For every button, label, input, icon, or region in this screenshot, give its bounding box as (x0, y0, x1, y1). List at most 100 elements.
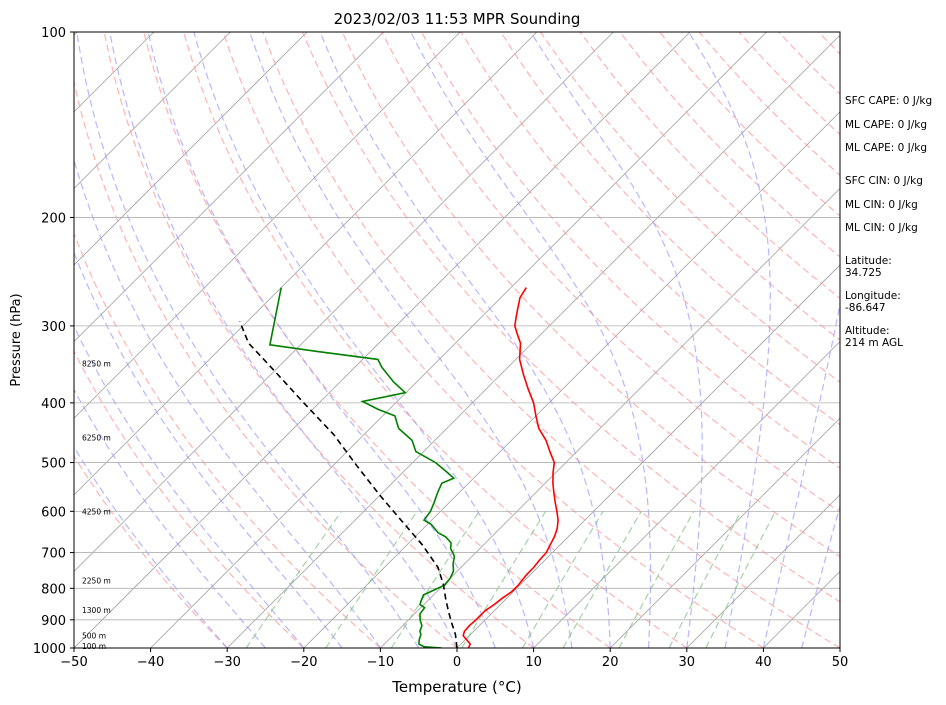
dry-adiabat-line (222, 32, 764, 648)
y-tick-label: 800 (41, 582, 66, 597)
stat-annotation: Longitude: -86.647 (845, 290, 901, 314)
pressure-gridlines (74, 31, 840, 649)
y-tick-label: 300 (41, 320, 66, 335)
height-label: 100 m (82, 642, 106, 651)
isotherm-line (303, 111, 840, 648)
stat-annotation: Altitude: 214 m AGL (845, 325, 903, 349)
sounding-series (238, 287, 559, 648)
stat-annotation: ML CIN: 0 J/kg (845, 199, 918, 211)
dry-adiabat-line (74, 350, 305, 648)
isotherm-line (74, 32, 231, 189)
height-label: 8250 m (82, 359, 111, 368)
stat-annotation: ML CAPE: 0 J/kg (845, 142, 928, 154)
stat-annotation: SFC CAPE: 0 J/kg (845, 95, 933, 107)
height-label: 500 m (82, 632, 106, 641)
x-tick-label: 40 (755, 655, 772, 670)
moist-adiabat-line (801, 504, 840, 648)
isotherm-line (74, 32, 614, 572)
height-label: 1300 m (82, 606, 111, 615)
moist-adiabat-line (74, 251, 343, 648)
dewpoint-trace (268, 287, 456, 648)
isotherm-line (74, 32, 691, 648)
isotherm-line (686, 494, 840, 648)
dry-adiabat-line (74, 455, 228, 648)
y-tick-label: 200 (41, 211, 66, 226)
stat-annotation: ML CAPE: 0 J/kg (845, 119, 928, 131)
isotherm-line (533, 341, 840, 648)
dry-adiabat-line (460, 32, 840, 426)
x-tick-label: 20 (602, 655, 619, 670)
isotherm-line (74, 32, 308, 266)
x-tick-label: −50 (60, 655, 87, 670)
y-tick-label: 900 (41, 614, 66, 629)
x-tick-label: −10 (367, 655, 394, 670)
isotherm-line (74, 32, 384, 343)
y-tick-label: 400 (41, 397, 66, 412)
dry-adiabat-line (540, 32, 840, 341)
x-tick-label: −20 (290, 655, 317, 670)
y-axis-ticks: 100 200 300 400 500 600 700 800 900 1000 (33, 26, 74, 657)
dry-adiabat-line (143, 32, 611, 648)
height-label: 4250 m (82, 507, 111, 516)
mixing-ratio-line (705, 511, 777, 648)
height-label: 2250 m (82, 576, 111, 585)
dry-adiabat-line (579, 32, 840, 300)
isotherm-line (74, 32, 538, 496)
y-tick-label: 500 (41, 457, 66, 472)
mixing-ratio-line (325, 510, 418, 648)
isotherm-line (226, 34, 840, 648)
x-tick-label: −40 (137, 655, 164, 670)
moist-adiabat-line (762, 300, 840, 648)
x-tick-label: 50 (832, 655, 849, 670)
mixing-ratio-line (390, 510, 480, 648)
temperature-trace (462, 287, 559, 648)
moist-adiabat-line (76, 32, 420, 648)
y-tick-label: 1000 (33, 642, 66, 657)
dry-adiabat-line (937, 32, 946, 648)
dry-adiabat-line (381, 32, 840, 513)
moist-adiabat-line (74, 324, 305, 648)
stat-annotation: Latitude: 34.725 (845, 255, 892, 279)
x-tick-label: 30 (679, 655, 696, 670)
moist-adiabat-line (530, 32, 703, 648)
moist-adiabat-line (74, 445, 228, 648)
x-axis-ticks: −50 −40 −30 −20 −10 0 10 20 30 40 50 (60, 648, 848, 670)
dry-adiabat-line (262, 32, 840, 648)
background-lines (0, 32, 946, 648)
isotherm-line (456, 264, 840, 648)
stat-annotation: ML CIN: 0 J/kg (845, 222, 918, 234)
height-label: 6250 m (82, 433, 111, 442)
isotherm-line (380, 187, 840, 648)
y-tick-label: 100 (41, 26, 66, 41)
y-tick-label: 600 (41, 505, 66, 520)
moist-adiabat-line (249, 32, 573, 648)
isotherm-line (74, 32, 461, 419)
parcel-trace (238, 321, 458, 648)
dry-adiabat-line (74, 231, 381, 648)
mixing-ratio-line (245, 510, 342, 648)
y-tick-label: 700 (41, 547, 66, 562)
dry-adiabat-line (301, 32, 840, 603)
mixing-ratio-line (668, 511, 742, 648)
mixing-ratio-line (521, 510, 604, 648)
moist-adiabat-line (74, 388, 266, 648)
x-axis-label: Temperature (°C) (391, 678, 521, 696)
dry-adiabat-line (74, 79, 458, 648)
moist-adiabat-line (688, 32, 771, 648)
x-tick-label: 0 (453, 655, 461, 670)
isotherm-line (0, 32, 1, 648)
stat-annotation: SFC CIN: 0 J/kg (845, 175, 923, 187)
mixing-ratio-line (461, 510, 547, 648)
x-tick-label: −30 (213, 655, 240, 670)
dry-adiabat-line (182, 32, 688, 648)
dry-adiabat-line (500, 32, 840, 383)
chart-title: 2023/02/03 11:53 MPR Sounding (334, 10, 581, 28)
dry-adiabat-line (341, 32, 840, 558)
y-axis-label: Pressure (hPa) (9, 293, 24, 386)
moist-adiabat-line (74, 158, 381, 648)
moist-adiabat-line (147, 32, 496, 648)
isotherm-line (609, 417, 840, 648)
plot-frame (73, 31, 841, 649)
